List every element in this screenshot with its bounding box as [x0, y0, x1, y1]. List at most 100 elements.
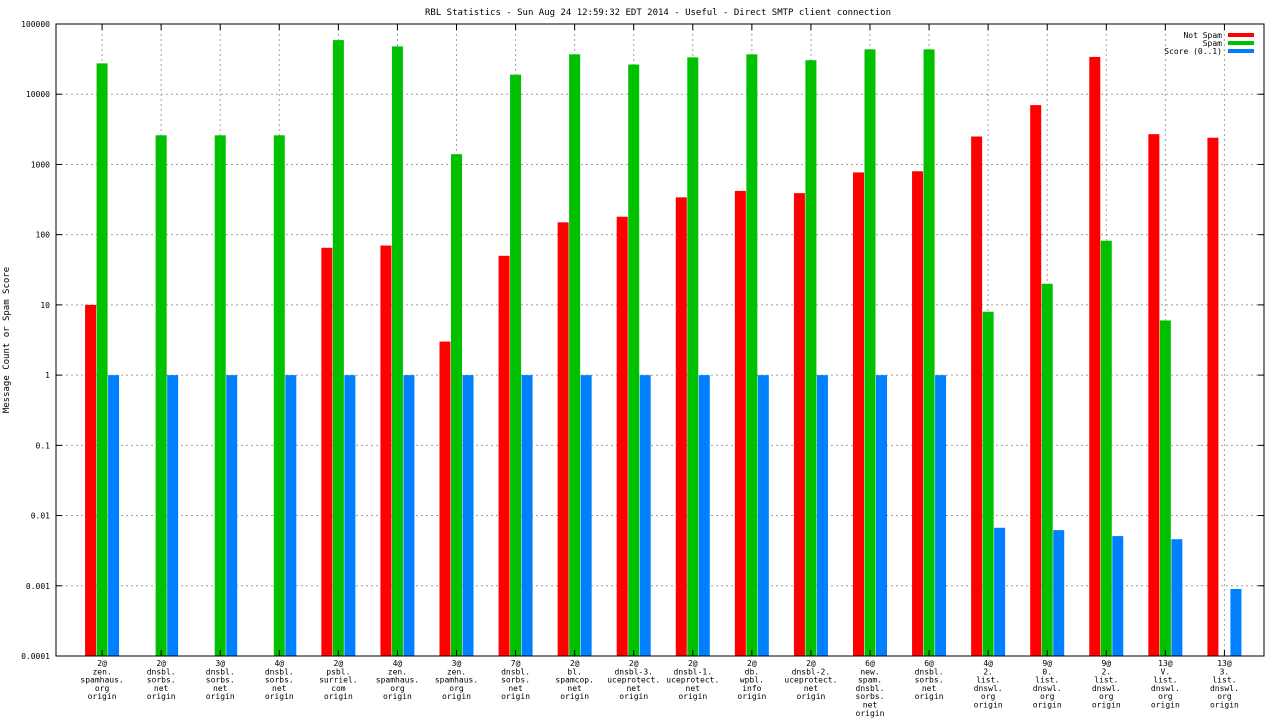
x-tick-label-line: origin [560, 692, 589, 701]
x-tick-label-line: 2@ [747, 659, 757, 668]
x-tick-label: 9@ 0. list. dnswl. org origin [1033, 659, 1062, 710]
x-tick-label-line: org [95, 684, 110, 693]
x-tick-label: 3@ dnsbl. sorbs. net origin [206, 659, 235, 701]
x-tick-label: 2@ psbl. surriel. com origin [319, 659, 358, 701]
x-tick-label-line: dnswl. [1210, 684, 1239, 693]
bar-score-0-1 [994, 527, 1006, 656]
bar-score-0-1 [1171, 539, 1183, 656]
x-tick-label-line: origin [796, 692, 825, 701]
x-tick-label-line: net [272, 684, 287, 693]
x-tick-label: 13@ 3. list. dnswl. org origin [1210, 659, 1239, 710]
x-tick-label-line: dnsbl. [265, 667, 294, 676]
bar-not-spam [1207, 137, 1219, 656]
x-tick-label-line: net [686, 684, 701, 693]
x-tick-label-line: uceprotect. [607, 676, 660, 685]
x-tick-label-line: 3@ [452, 659, 462, 668]
x-tick-label-line: net [213, 684, 228, 693]
bar-spam [1100, 240, 1112, 656]
legend-label: Not Spam [1183, 31, 1222, 40]
x-tick-label-line: uceprotect. [784, 676, 837, 685]
x-tick-label: 6@ dnsbl. sorbs. net origin [915, 659, 944, 701]
x-tick-label-line: 4@ [274, 659, 284, 668]
y-tick-label: 100000 [21, 20, 50, 29]
y-tick-label: 10 [40, 301, 50, 310]
x-tick-label-line: 13@ [1158, 659, 1173, 668]
bar-spam [155, 135, 167, 657]
bar-not-spam [912, 171, 924, 656]
x-tick-label-line: origin [147, 692, 176, 701]
x-tick-label: 4@ zen. spamhaus. org origin [376, 659, 419, 701]
x-tick-label-line: org [1040, 692, 1055, 701]
bar-spam [805, 60, 817, 656]
bar-not-spam [439, 341, 451, 656]
x-tick-label-line: sorbs. [501, 676, 530, 685]
x-tick-label-line: dnswl. [974, 684, 1003, 693]
x-tick-label-line: list. [1035, 676, 1059, 685]
x-tick-label-line: 2@ [629, 659, 639, 668]
x-tick-label-line: dnsbl. [147, 667, 176, 676]
legend-label: Spam [1203, 39, 1222, 48]
bar-not-spam [380, 245, 392, 656]
x-tick-label-line: db. [745, 667, 759, 676]
legend-swatch [1228, 49, 1254, 53]
x-tick-label-line: surriel. [319, 676, 358, 685]
bar-score-0-1 [1112, 536, 1124, 656]
bar-score-0-1 [226, 375, 238, 656]
x-tick-label-line: list. [1153, 676, 1177, 685]
x-tick-label-line: dnswl. [1151, 684, 1180, 693]
x-tick-label-line: spam. [858, 676, 882, 685]
x-tick-label-line: origin [206, 692, 235, 701]
x-tick-label-line: spamhaus. [435, 676, 478, 685]
x-tick-label-line: 2@ [334, 659, 344, 668]
bar-spam [1159, 320, 1171, 656]
legend-swatch [1228, 41, 1254, 45]
x-tick-label-line: net [804, 684, 819, 693]
x-tick-label-line: origin [383, 692, 412, 701]
x-tick-label-line: info [742, 684, 761, 693]
bar-spam [746, 54, 758, 656]
y-tick-label: 1000 [31, 160, 50, 169]
x-tick-label-line: 2@ [156, 659, 166, 668]
x-tick-label-line: origin [1210, 701, 1239, 710]
bar-score-0-1 [285, 375, 297, 656]
x-tick-label-line: list. [976, 676, 1000, 685]
bar-score-0-1 [639, 375, 651, 656]
bar-not-spam [793, 193, 805, 656]
bar-not-spam [557, 222, 569, 656]
bar-score-0-1 [935, 375, 947, 656]
plot-border [55, 23, 1265, 657]
x-tick-label-line: dnsbl-3. [614, 667, 653, 676]
x-tick-label-line: net [922, 684, 937, 693]
bar-score-0-1 [580, 375, 592, 656]
bar-not-spam [1148, 134, 1160, 656]
y-tick-label: 1 [45, 371, 50, 380]
x-tick-label: 4@ dnsbl. sorbs. net origin [265, 659, 294, 701]
y-tick-label: 0.01 [31, 512, 50, 521]
x-tick-label-line: wpbl. [740, 676, 764, 685]
x-tick-label-line: net [154, 684, 169, 693]
x-tick-label-line: dnsbl. [915, 667, 944, 676]
x-tick-label-line: spamcop. [555, 676, 594, 685]
y-tick-label: 0.0001 [21, 652, 50, 661]
bar-spam [982, 311, 994, 656]
bar-not-spam [675, 197, 687, 656]
x-tick-label-line: 4@ [393, 659, 403, 668]
x-tick-label-line: origin [1033, 701, 1062, 710]
bar-score-0-1 [757, 375, 769, 656]
x-tick-label-line: zen. [92, 667, 111, 676]
bar-spam [687, 57, 699, 656]
x-tick-label: 2@ dnsbl-1. uceprotect. net origin [666, 659, 719, 701]
bar-score-0-1 [403, 375, 415, 656]
x-tick-label-line: net [508, 684, 523, 693]
bar-spam [923, 49, 935, 656]
x-tick-label-line: origin [1092, 701, 1121, 710]
bar-spam [864, 49, 876, 656]
bar-score-0-1 [1053, 530, 1065, 656]
x-tick-label-line: new. [860, 667, 879, 676]
x-tick-label: 4@ 2. list. dnswl. org origin [974, 659, 1003, 710]
x-tick-label: 2@ bl. spamcop. net origin [555, 659, 594, 701]
x-tick-label-line: dnswl. [1092, 684, 1121, 693]
x-tick-label-line: org [449, 684, 464, 693]
x-tick-label: 2@ dnsbl. sorbs. net origin [147, 659, 176, 701]
x-tick-label-line: sorbs. [915, 676, 944, 685]
